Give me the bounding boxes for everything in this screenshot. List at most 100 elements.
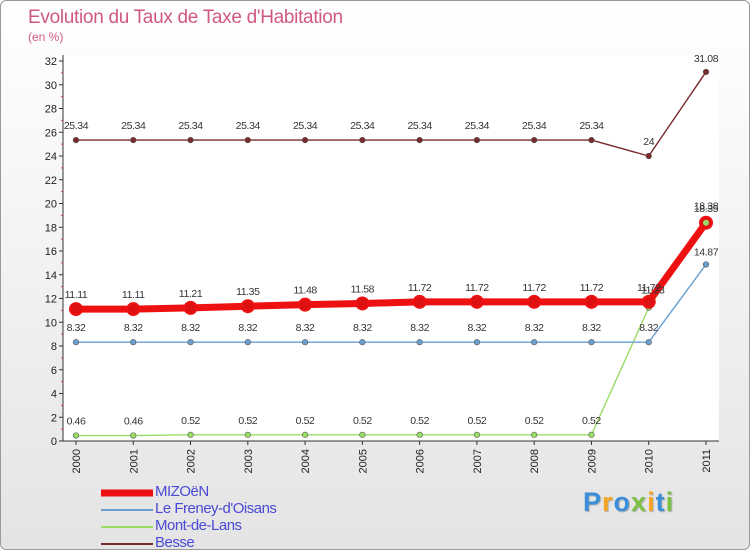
data-label-1: 8.32 — [296, 322, 315, 334]
logo-letter: o — [613, 487, 632, 517]
data-label-1: 8.32 — [525, 322, 544, 334]
data-label-3: 25.34 — [350, 120, 375, 132]
data-label-3: 25.34 — [579, 120, 604, 132]
data-label-3: 25.34 — [64, 120, 89, 132]
data-label-2: 0.46 — [67, 416, 86, 428]
y-tick-label: 24 — [45, 151, 57, 163]
y-tick-label: 20 — [45, 199, 57, 211]
data-label-3: 31.08 — [694, 53, 719, 65]
logo-letter: i — [647, 487, 656, 517]
x-tick-label: 2001 — [128, 449, 140, 473]
series-point-3 — [187, 136, 194, 144]
series-line-3 — [76, 71, 707, 157]
series-point-2 — [244, 431, 251, 438]
x-tick-label: 2006 — [415, 449, 427, 473]
legend-label: Besse — [155, 534, 195, 550]
series-point-2 — [359, 431, 366, 438]
series-point-mizoen — [469, 294, 484, 309]
series-point-1 — [416, 339, 423, 346]
data-label-0: 11.72 — [408, 282, 432, 294]
legend-swatch — [101, 542, 153, 545]
data-label-1: 8.32 — [67, 322, 86, 334]
y-tick-label: 28 — [45, 104, 57, 116]
data-label-0: 11.35 — [236, 286, 260, 298]
series-point-3 — [359, 136, 366, 144]
data-label-2: 0.46 — [124, 416, 143, 428]
chart-title: Evolution du Taux de Taxe d'Habitation — [28, 7, 343, 28]
y-tick-label: 10 — [45, 317, 57, 329]
data-label-2: 0.52 — [525, 415, 544, 427]
series-point-3 — [244, 136, 251, 144]
data-label-3: 25.34 — [522, 120, 547, 132]
logo-letter: P — [583, 487, 603, 517]
data-label-0: 11.72 — [637, 282, 661, 294]
logo-letter: r — [602, 487, 614, 517]
x-tick-label: 2000 — [71, 449, 83, 473]
logo-letter: i — [665, 487, 675, 517]
series-point-mizoen — [69, 302, 83, 317]
x-tick-label: 2010 — [644, 449, 656, 473]
data-label-0: 18.38 — [694, 201, 719, 213]
data-label-2: 11.23 — [641, 285, 665, 297]
legend-swatch — [101, 489, 153, 496]
series-point-1 — [187, 339, 194, 346]
data-label-3: 25.34 — [178, 120, 203, 132]
data-label-0: 11.21 — [179, 288, 203, 300]
legend-label: Mont-de-Lans — [155, 517, 242, 534]
series-line-2 — [76, 222, 707, 437]
series-point-3 — [702, 68, 710, 76]
series-point-mizoen — [584, 294, 599, 309]
data-label-3: 25.34 — [236, 120, 261, 132]
y-tick-label: 6 — [51, 365, 57, 377]
y-tick-label: 16 — [45, 246, 57, 258]
data-label-3: 25.34 — [465, 120, 490, 132]
x-tick-label: 2002 — [186, 449, 198, 473]
data-label-0: 11.58 — [351, 283, 375, 295]
y-tick-label: 12 — [45, 294, 57, 306]
series-point-2 — [187, 431, 194, 438]
x-tick-label: 2008 — [529, 449, 541, 473]
data-label-0: 11.11 — [65, 289, 88, 301]
data-label-1: 8.32 — [639, 322, 658, 334]
series-point-3 — [531, 136, 538, 144]
series-point-2 — [301, 431, 309, 438]
data-label-1: 8.32 — [582, 322, 601, 334]
legend-swatch — [101, 525, 153, 528]
logo-letter: t — [655, 487, 666, 517]
data-label-1: 8.32 — [467, 322, 486, 334]
series-point-1 — [645, 339, 652, 346]
data-label-1: 8.32 — [124, 322, 143, 334]
data-label-2: 0.52 — [238, 415, 257, 427]
series-point-3 — [301, 136, 309, 144]
data-label-0: 11.72 — [580, 282, 604, 294]
data-label-1: 8.32 — [238, 322, 257, 334]
data-label-3: 25.34 — [293, 120, 318, 132]
series-point-1 — [130, 339, 137, 346]
y-tick-label: 4 — [51, 389, 57, 401]
data-label-3: 24 — [643, 136, 654, 148]
data-label-1: 14.87 — [694, 246, 719, 258]
y-unit-label: (en %) — [28, 30, 64, 44]
series-point-3 — [72, 136, 80, 144]
series-point-1 — [301, 339, 309, 346]
y-tick-label: 22 — [45, 175, 57, 187]
data-label-2: 0.52 — [296, 415, 315, 427]
data-label-3: 25.34 — [121, 120, 146, 132]
series-point-mizoen — [355, 296, 370, 311]
series-line-0 — [76, 220, 709, 313]
series-point-3 — [416, 136, 423, 144]
data-label-1: 8.32 — [181, 322, 200, 334]
legend-label: MIZOëN — [155, 483, 209, 500]
data-label-2: 0.52 — [467, 415, 486, 427]
series-point-highlight — [703, 219, 709, 226]
y-tick-label: 8 — [51, 341, 57, 353]
series-point-mizoen — [183, 300, 198, 315]
data-label-0: 11.72 — [522, 282, 546, 294]
series-point-2 — [531, 431, 538, 438]
series-point-mizoen — [126, 302, 141, 317]
series-point-1 — [531, 339, 538, 346]
data-label-0: 11.48 — [293, 285, 317, 297]
series-point-1 — [72, 339, 80, 346]
series-point-1 — [473, 339, 481, 346]
data-label-2: 0.52 — [353, 415, 372, 427]
